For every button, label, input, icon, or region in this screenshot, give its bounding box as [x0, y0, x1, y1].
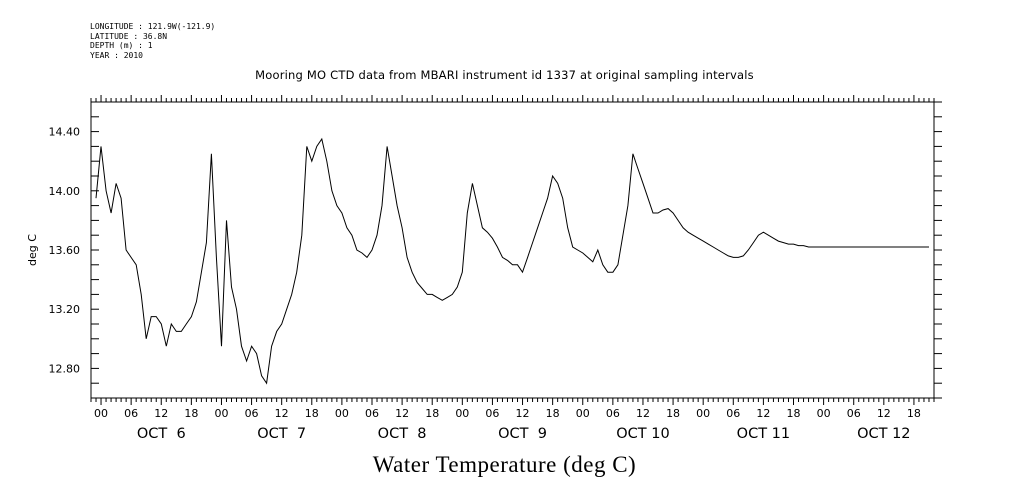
y-tick-label: 14.00	[49, 185, 81, 198]
x-tick-label: 18	[666, 407, 680, 420]
plot-frame	[90, 101, 935, 399]
x-tick-label: 06	[365, 407, 379, 420]
latitude-label: LATITUDE : 36.8N	[90, 31, 168, 41]
x-tick-label: 00	[94, 407, 108, 420]
x-tick-label: 18	[305, 407, 319, 420]
x-tick-label: 18	[546, 407, 560, 420]
day-label: OCT 9	[498, 426, 547, 442]
x-tick-label: 06	[726, 407, 740, 420]
x-tick-label: 18	[184, 407, 198, 420]
year-label: YEAR : 2010	[90, 50, 143, 60]
metadata-block: LONGITUDE : 121.9W(-121.9) LATITUDE : 36…	[90, 22, 215, 60]
x-tick-label: 06	[124, 407, 138, 420]
temperature-series-line	[95, 137, 929, 385]
day-label: OCT 12	[857, 426, 910, 442]
x-tick-label: 06	[606, 407, 620, 420]
x-tick-label: 18	[907, 407, 921, 420]
x-tick-label: 12	[516, 407, 530, 420]
day-label: OCT 11	[737, 426, 790, 442]
x-tick-label: 00	[214, 407, 228, 420]
y-tick-label: 14.40	[49, 126, 81, 139]
x-tick-label: 12	[395, 407, 409, 420]
x-tick-label: 00	[817, 407, 831, 420]
chart-title: Mooring MO CTD data from MBARI instrumen…	[255, 68, 754, 82]
x-tick-label: 12	[636, 407, 650, 420]
y-axis-title: deg C	[26, 234, 39, 266]
x-tick-label: 00	[455, 407, 469, 420]
depth-label: DEPTH (m) : 1	[90, 41, 153, 50]
x-tick-label: 18	[425, 407, 439, 420]
day-label: OCT 6	[137, 426, 186, 442]
x-tick-label: 00	[576, 407, 590, 420]
x-tick-label: 12	[154, 407, 168, 420]
x-tick-label: 06	[485, 407, 499, 420]
x-tick-label: 06	[245, 407, 259, 420]
x-tick-label: 00	[696, 407, 710, 420]
day-label: OCT 10	[616, 426, 669, 442]
x-tick-label: 12	[756, 407, 770, 420]
longitude-label: LONGITUDE : 121.9W(-121.9)	[90, 22, 216, 31]
x-tick-label: 00	[335, 407, 349, 420]
day-label: OCT 8	[378, 426, 427, 442]
x-tick-label: 18	[787, 407, 801, 420]
x-tick-label: 06	[847, 407, 861, 420]
y-tick-label: 13.20	[49, 303, 81, 316]
x-tick-label: 12	[275, 407, 289, 420]
y-tick-label: 13.60	[49, 244, 81, 257]
x-tick-label: 12	[877, 407, 891, 420]
day-label: OCT 7	[257, 426, 306, 442]
x-axis-title: Water Temperature (deg C)	[372, 452, 637, 477]
y-tick-label: 12.80	[49, 362, 81, 375]
